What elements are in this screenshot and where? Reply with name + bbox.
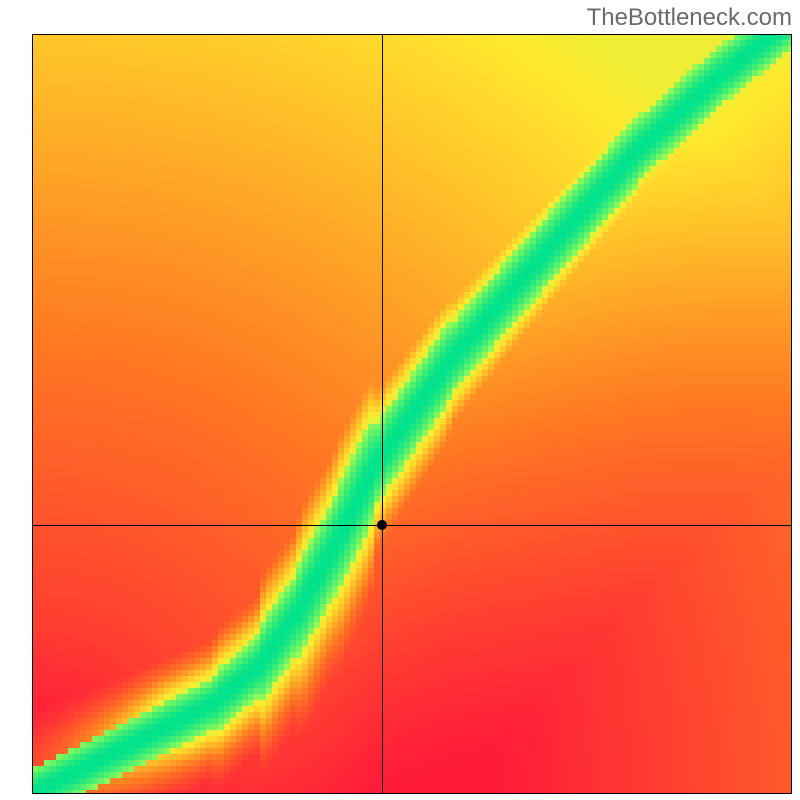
overlay-canvas [32,34,792,794]
watermark-text: TheBottleneck.com [587,4,792,32]
chart-container: { "watermark": { "text": "TheBottleneck.… [0,0,800,800]
